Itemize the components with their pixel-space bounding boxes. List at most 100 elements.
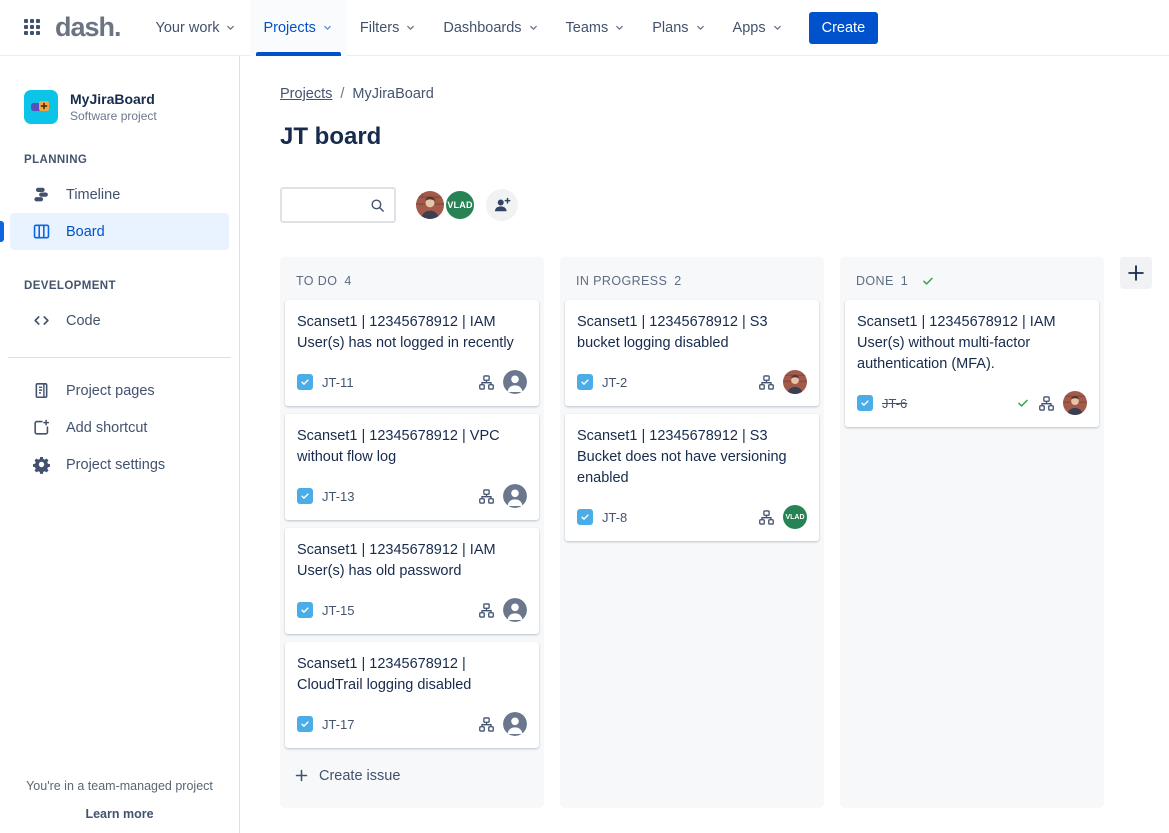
- vlad-avatar[interactable]: VLAD: [444, 189, 476, 221]
- task-type-icon: [577, 374, 593, 390]
- sidebar-item-label: Add shortcut: [66, 419, 148, 436]
- task-type-icon: [297, 716, 313, 732]
- project-avatar: [24, 90, 58, 124]
- nav-projects[interactable]: Projects: [250, 0, 347, 56]
- issue-card[interactable]: Scanset1 | 12345678912 | IAM User(s) has…: [285, 528, 539, 634]
- app-switcher-icon[interactable]: [24, 19, 41, 36]
- sidebar-item-label: Project pages: [66, 382, 155, 399]
- nav-your-work[interactable]: Your work: [143, 0, 251, 56]
- search-input[interactable]: [290, 197, 369, 213]
- user-photo-avatar[interactable]: [414, 189, 446, 221]
- plus-icon: [295, 769, 308, 782]
- unassigned-avatar-icon[interactable]: [503, 484, 527, 508]
- plus-icon: [1128, 265, 1144, 281]
- issue-card[interactable]: Scanset1 | 12345678912 | VPC without flo…: [285, 414, 539, 520]
- subtasks-icon[interactable]: [759, 374, 774, 390]
- create-issue-button[interactable]: Create issue: [287, 758, 537, 793]
- subtasks-icon[interactable]: [1039, 395, 1054, 411]
- nav-filters[interactable]: Filters: [347, 0, 430, 56]
- vlad-avatar[interactable]: VLAD: [783, 505, 807, 529]
- add-column-button[interactable]: [1120, 257, 1152, 289]
- issue-card[interactable]: Scanset1 | 12345678912 | IAM User(s) wit…: [845, 300, 1099, 427]
- sidebar-item-timeline[interactable]: Timeline: [10, 176, 229, 213]
- subtasks-icon[interactable]: [479, 716, 494, 732]
- project-title-block: MyJiraBoard Software project: [70, 91, 157, 123]
- card-title: Scanset1 | 12345678912 | IAM User(s) wit…: [857, 314, 1056, 372]
- subtasks-icon[interactable]: [479, 374, 494, 390]
- sidebar-item-code[interactable]: Code: [10, 302, 229, 339]
- issue-card[interactable]: Scanset1 | 12345678912 | CloudTrail logg…: [285, 642, 539, 748]
- column-todo: TO DO 4 Scanset1 | 12345678912 | IAM Use…: [280, 257, 544, 808]
- card-footer: JT-8 VLAD: [577, 505, 807, 529]
- unassigned-avatar-icon[interactable]: [503, 712, 527, 736]
- nav-label: Filters: [359, 19, 400, 36]
- team-managed-note: You're in a team-managed project: [26, 779, 213, 793]
- column-name: TO DO: [296, 274, 338, 288]
- chevron-down-icon: [227, 25, 235, 30]
- column-name: DONE: [856, 274, 894, 288]
- subtasks-icon[interactable]: [759, 509, 774, 525]
- card-footer: JT-2: [577, 370, 807, 394]
- task-type-icon: [577, 509, 593, 525]
- issue-card[interactable]: Scanset1 | 12345678912 | IAM User(s) has…: [285, 300, 539, 406]
- project-type: Software project: [70, 109, 157, 123]
- sidebar-divider: [8, 357, 231, 358]
- section-development: DEVELOPMENT: [24, 280, 116, 292]
- active-indicator: [0, 221, 4, 242]
- create-button[interactable]: Create: [808, 11, 879, 44]
- user-photo-avatar[interactable]: [1063, 391, 1087, 415]
- nav-label: Projects: [263, 19, 316, 36]
- board-icon: [33, 224, 50, 239]
- issue-key: JT-15: [322, 602, 355, 618]
- sidebar-item-add-shortcut[interactable]: Add shortcut: [10, 409, 229, 446]
- chevron-down-icon: [324, 25, 331, 30]
- sidebar-item-project-settings[interactable]: Project settings: [10, 446, 229, 483]
- sidebar-item-label: Timeline: [66, 186, 121, 203]
- unassigned-avatar-icon[interactable]: [503, 598, 527, 622]
- issue-key: JT-8: [602, 509, 628, 525]
- sidebar-item-project-pages[interactable]: Project pages: [10, 372, 229, 409]
- main-content: Projects / MyJiraBoard JT board: [240, 56, 1169, 833]
- search-icon: [371, 198, 384, 212]
- chevron-down-icon: [529, 25, 537, 30]
- section-planning: PLANNING: [24, 154, 88, 166]
- add-people-button[interactable]: [486, 189, 518, 221]
- subtasks-icon[interactable]: [479, 488, 494, 504]
- nav-label: Dashboards: [443, 19, 522, 36]
- task-type-icon: [297, 602, 313, 618]
- app-logo[interactable]: dash.: [55, 12, 122, 42]
- column-cards: Scanset1 | 12345678912 | IAM User(s) has…: [280, 297, 544, 748]
- sidebar-item-board[interactable]: Board: [0, 213, 229, 250]
- chevron-down-icon: [773, 25, 781, 30]
- kanban-board: TO DO 4 Scanset1 | 12345678912 | IAM Use…: [280, 257, 1169, 808]
- card-title: Scanset1 | 12345678912 | S3 Bucket does …: [577, 428, 787, 486]
- sidebar-item-label: Board: [66, 223, 105, 240]
- nav-plans[interactable]: Plans: [639, 0, 719, 56]
- issue-card[interactable]: Scanset1 | 12345678912 | S3 bucket loggi…: [565, 300, 819, 406]
- nav-label: Plans: [652, 19, 689, 36]
- nav-apps[interactable]: Apps: [720, 0, 797, 56]
- top-navigation: dash. Your work Projects Filters Dashboa…: [0, 0, 1169, 56]
- unassigned-avatar-icon[interactable]: [503, 370, 527, 394]
- issue-key: JT-17: [322, 716, 355, 732]
- subtasks-icon[interactable]: [479, 602, 494, 618]
- column-done: DONE 1 Scanset1 | 12345678912 | IAM User…: [840, 257, 1104, 808]
- nav-label: Teams: [565, 19, 609, 36]
- sidebar-item-label: Project settings: [66, 456, 166, 473]
- learn-more-link[interactable]: Learn more: [85, 807, 154, 821]
- nav-dashboards[interactable]: Dashboards: [430, 0, 552, 56]
- card-title: Scanset1 | 12345678912 | IAM User(s) has…: [297, 542, 496, 579]
- nav-teams[interactable]: Teams: [553, 0, 640, 56]
- board-search[interactable]: [280, 187, 396, 223]
- card-footer: JT-6: [857, 391, 1087, 415]
- task-type-icon: [297, 488, 313, 504]
- card-footer: JT-15: [297, 598, 527, 622]
- document-icon: [35, 382, 48, 399]
- column-count: 4: [344, 274, 352, 288]
- breadcrumb-projects-link[interactable]: Projects: [280, 86, 333, 102]
- column-header: IN PROGRESS 2: [560, 257, 824, 297]
- user-photo-avatar[interactable]: [783, 370, 807, 394]
- project-name: MyJiraBoard: [70, 91, 155, 107]
- issue-card[interactable]: Scanset1 | 12345678912 | S3 Bucket does …: [565, 414, 819, 541]
- project-header[interactable]: MyJiraBoard Software project: [0, 90, 239, 124]
